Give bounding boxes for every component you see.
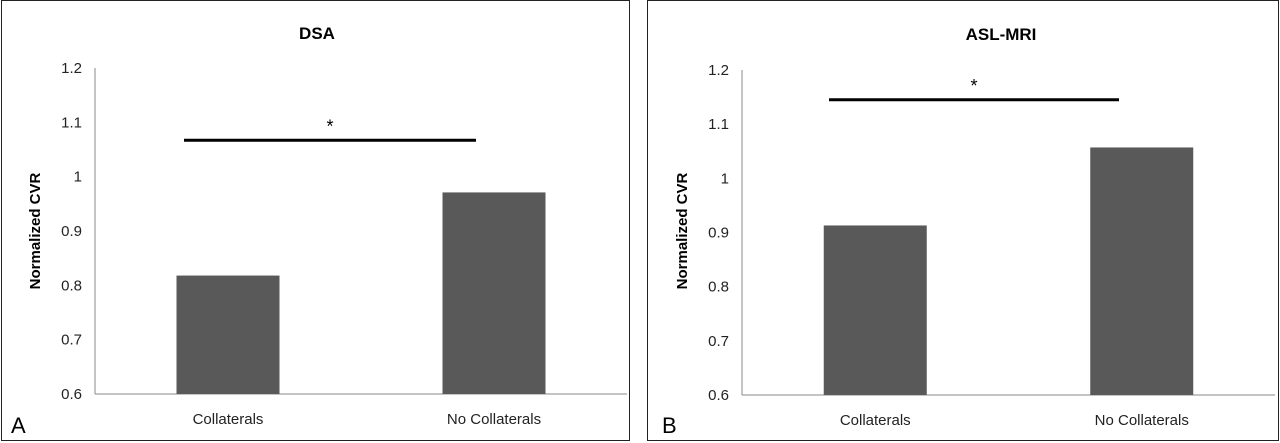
y-axis-label: Normalized CVR <box>27 172 44 289</box>
bar-collaterals <box>176 275 280 394</box>
panel-letter: B <box>662 413 677 438</box>
y-tick-label: 0.8 <box>61 277 82 294</box>
y-tick-label: 0.7 <box>708 333 729 350</box>
y-tick-label: 1 <box>74 169 82 186</box>
y-tick-label: 1.2 <box>61 60 82 77</box>
chart-panel-a: DSA Normalized CVR A 0.6 0.7 0.8 0.9 1 1.1 1.2… <box>1 0 630 441</box>
chart-a: DSA Normalized CVR A 0.6 0.7 0.8 0.9 1 1.1 1.2… <box>11 24 627 438</box>
chart-marks: 0.6 0.7 0.8 0.9 1 1.1 1.2 Collaterals No Collate… <box>708 62 1275 429</box>
panel-letter: A <box>11 413 26 438</box>
chart-panel-b: ASL-MRI Normalized CVR B 0.6 0.7 0.8 0.9 1 1.… <box>647 0 1279 441</box>
y-tick-label: 1.2 <box>708 62 729 79</box>
x-tick-label: Collaterals <box>193 411 264 428</box>
x-tick-label: Collaterals <box>840 412 911 429</box>
y-tick-label: 1.1 <box>61 114 82 131</box>
chart-title: DSA <box>299 24 335 43</box>
y-tick-label: 0.6 <box>61 386 82 403</box>
y-tick-label: 0.6 <box>708 387 729 404</box>
bar-collaterals <box>823 225 927 395</box>
y-axis-label: Normalized CVR <box>674 172 691 289</box>
y-tick-label: 0.7 <box>61 332 82 349</box>
chart-title: ASL-MRI <box>966 25 1037 44</box>
significance-marker: * <box>326 116 333 136</box>
y-tick-label: 0.8 <box>708 279 729 296</box>
chart-b: ASL-MRI Normalized CVR B 0.6 0.7 0.8 0.9 1 1.… <box>662 25 1275 438</box>
chart-marks: 0.6 0.7 0.8 0.9 1 1.1 1.2 Collaterals No Collate… <box>61 60 627 428</box>
significance-marker: * <box>970 76 977 96</box>
y-tick-label: 0.9 <box>708 225 729 242</box>
x-tick-label: No Collaterals <box>447 411 541 428</box>
x-tick-label: No Collaterals <box>1095 412 1189 429</box>
y-tick-label: 1 <box>721 170 729 187</box>
bar-no-collaterals <box>1090 147 1194 395</box>
y-tick-label: 0.9 <box>61 223 82 240</box>
y-tick-label: 1.1 <box>708 116 729 133</box>
bar-no-collaterals <box>442 192 546 394</box>
